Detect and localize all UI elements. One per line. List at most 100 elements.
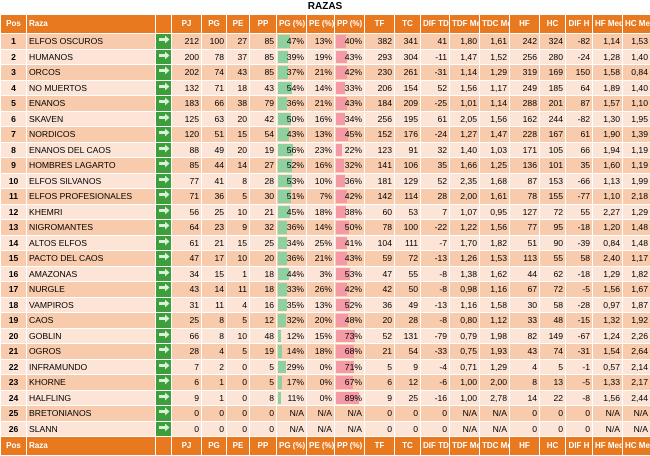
cell-text: 71 [214, 83, 224, 93]
cell-text: 155 [549, 191, 563, 201]
cell-text: 36% [287, 222, 304, 232]
cell-text: 2,64 [631, 346, 648, 356]
cell-text: 34% [287, 238, 304, 248]
table-cell: 1,67 [623, 282, 650, 298]
table-cell: 0 [227, 421, 250, 437]
arrow-icon [157, 205, 171, 216]
table-cell: 43% [335, 96, 365, 112]
cell-text: 64 [580, 83, 590, 93]
table-cell: 32 [421, 142, 450, 158]
cell-text: 67 [527, 284, 537, 294]
cell-text: 382 [378, 36, 392, 46]
arrow-icon-cell [156, 359, 172, 375]
cell-text: 162 [523, 114, 537, 124]
cell-text: 87 [527, 176, 537, 186]
cell-text: 0 [558, 424, 563, 434]
arrow-icon-cell [156, 65, 172, 81]
table-cell: 25 [395, 390, 421, 406]
table-cell: 11 [227, 282, 250, 298]
table-cell: 1,07 [450, 204, 480, 220]
cell-text: 106 [404, 160, 418, 170]
column-header: PE (%) [307, 437, 335, 456]
cell-text: -15 [578, 315, 590, 325]
table-cell: 28 [395, 313, 421, 329]
table-cell: 11% [277, 390, 307, 406]
cell-text: 66 [580, 145, 590, 155]
cell-text: 4 [11, 83, 16, 93]
table-cell: 13% [307, 297, 335, 313]
cell-text: 30 [527, 300, 537, 310]
column-header: HC [540, 15, 566, 34]
table-cell: 51% [277, 189, 307, 205]
cell-text: 1,10 [603, 191, 620, 201]
arrow-icon-cell [156, 282, 172, 298]
column-header: PP (%) [335, 437, 365, 456]
table-cell: 73% [335, 328, 365, 344]
cell-text: KHEMRI [29, 207, 62, 217]
cell-text: 14 [214, 284, 224, 294]
cell-text: 15 [214, 269, 224, 279]
cell-text: 87 [580, 98, 590, 108]
cell-text: 2,05 [460, 114, 477, 124]
cell-text: 1,95 [631, 114, 648, 124]
cell-text: 185 [549, 83, 563, 93]
cell-text: 25 [9, 408, 19, 418]
table-cell: 20 [227, 111, 250, 127]
cell-text: 18% [315, 346, 332, 356]
cell-text: 9 [242, 222, 247, 232]
table-cell: 4 [202, 344, 227, 360]
table-cell: 29% [277, 359, 307, 375]
cell-text: 0,95 [490, 207, 507, 217]
table-cell: 17 [1, 282, 27, 298]
column-header: PJ [172, 437, 202, 456]
cell-text: 14 [237, 160, 247, 170]
cell-text: 1,29 [490, 67, 507, 77]
table-cell: 9 [227, 220, 250, 236]
cell-text: 34% [345, 114, 362, 124]
cell-text: 0 [219, 408, 224, 418]
arrow-icon [157, 422, 171, 433]
table-cell: 51 [202, 127, 227, 143]
table-cell: 67% [335, 375, 365, 391]
table-cell: 120 [172, 127, 202, 143]
table-cell: 1,19 [623, 142, 650, 158]
cell-text: 14 [527, 393, 537, 403]
table-cell: 35% [277, 297, 307, 313]
table-cell: 1,30 [593, 111, 623, 127]
cell-text: 1,67 [631, 284, 648, 294]
cell-text: 18 [237, 83, 247, 93]
cell-text: 25 [264, 238, 274, 248]
cell-text: 7% [320, 191, 332, 201]
cell-text: 21 [264, 207, 274, 217]
table-cell: 8 [202, 313, 227, 329]
cell-text: 45% [287, 207, 304, 217]
cell-text: -13 [435, 253, 447, 263]
cell-text: 0% [320, 393, 332, 403]
cell-text: 60 [382, 207, 392, 217]
cell-text: 36% [287, 253, 304, 263]
arrow-icon [157, 65, 171, 76]
cell-text: 195 [404, 114, 418, 124]
table-cell: -28 [566, 297, 593, 313]
cell-text: 136 [523, 160, 537, 170]
table-cell: -77 [566, 189, 593, 205]
table-cell: 49 [202, 142, 227, 158]
table-cell: 14% [307, 80, 335, 96]
cell-text: 10 [237, 331, 247, 341]
cell-text: 0,57 [603, 362, 620, 372]
cell-text: 28 [408, 315, 418, 325]
cell-text: CAOS [29, 315, 53, 325]
cell-text: 0 [242, 362, 247, 372]
table-cell: 17% [277, 375, 307, 391]
table-cell: HOMBRES LAGARTO [27, 158, 156, 174]
cell-text: 13% [315, 300, 332, 310]
table-cell: 7 [172, 359, 202, 375]
table-cell: HUMANOS [27, 49, 156, 65]
table-cell: 1,10 [623, 96, 650, 112]
table-cell: 1,82 [480, 235, 510, 251]
